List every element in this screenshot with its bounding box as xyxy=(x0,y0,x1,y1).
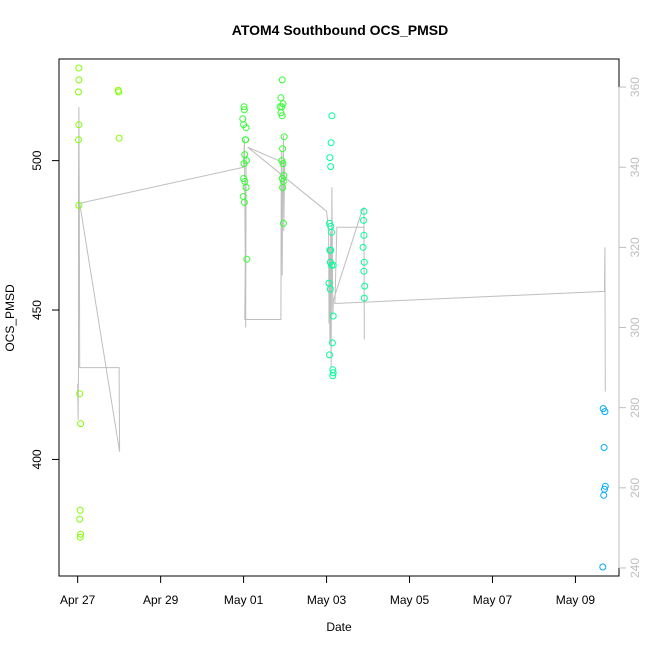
data-point xyxy=(242,124,250,132)
data-point xyxy=(326,154,334,162)
data-point xyxy=(327,139,335,147)
data-point xyxy=(76,506,84,514)
line-series xyxy=(77,107,606,452)
data-point xyxy=(361,282,369,290)
data-point xyxy=(600,444,608,451)
y2-tick-label: 300 xyxy=(628,317,642,337)
data-point xyxy=(327,246,335,254)
data-point xyxy=(77,530,85,538)
plot-frame xyxy=(58,58,620,577)
y2-tick-label: 320 xyxy=(628,237,642,257)
data-point xyxy=(76,515,84,523)
data-point xyxy=(329,312,337,320)
data-point xyxy=(75,201,83,209)
data-point xyxy=(115,88,123,96)
chart-title: ATOM4 Southbound OCS_PMSD xyxy=(232,22,448,38)
data-point xyxy=(243,255,251,263)
data-point xyxy=(75,76,83,84)
data-point xyxy=(326,351,333,359)
data-point xyxy=(279,184,287,191)
data-point xyxy=(360,231,368,239)
data-point xyxy=(75,121,83,129)
data-point xyxy=(599,563,607,571)
y-tick-label: 500 xyxy=(30,150,44,170)
y-axis-left: 400 450 500 xyxy=(30,150,60,469)
data-point xyxy=(601,408,609,416)
data-point xyxy=(277,94,285,102)
data-point xyxy=(360,294,368,302)
data-point xyxy=(280,133,288,141)
data-point xyxy=(239,115,247,123)
y2-tick-label: 340 xyxy=(628,157,642,177)
data-point xyxy=(328,339,336,347)
data-point xyxy=(359,243,367,251)
data-point xyxy=(240,106,248,114)
data-point xyxy=(279,160,287,168)
y2-tick-label: 280 xyxy=(628,397,642,417)
data-point xyxy=(75,64,83,72)
data-point xyxy=(329,369,337,377)
data-point xyxy=(76,390,84,398)
data-point xyxy=(360,258,368,266)
data-point xyxy=(77,420,85,428)
data-point xyxy=(328,228,335,236)
data-point xyxy=(240,198,248,206)
data-point xyxy=(360,267,368,275)
data-point xyxy=(242,136,250,144)
series-line xyxy=(77,107,606,452)
data-point xyxy=(75,88,82,96)
data-point xyxy=(240,160,248,168)
data-point xyxy=(279,145,287,153)
data-point xyxy=(240,103,248,111)
data-point xyxy=(601,482,609,490)
data-point xyxy=(360,207,368,215)
data-point xyxy=(115,134,123,142)
y-tick-label: 400 xyxy=(30,449,44,469)
x-tick-label: May 09 xyxy=(556,593,596,607)
data-point xyxy=(278,112,286,120)
data-point xyxy=(76,533,84,541)
data-point xyxy=(600,491,608,499)
x-axis-label: Date xyxy=(326,620,352,634)
y2-tick-label: 360 xyxy=(628,77,642,97)
data-point xyxy=(279,219,287,227)
x-tick-label: May 01 xyxy=(224,593,264,607)
y2-tick-label: 240 xyxy=(628,558,642,578)
x-tick-label: May 03 xyxy=(307,593,347,607)
data-point xyxy=(75,136,82,144)
y2-tick-label: 260 xyxy=(628,477,642,497)
x-tick-label: Apr 29 xyxy=(143,593,179,607)
x-tick-label: Apr 27 xyxy=(60,593,96,607)
data-point xyxy=(329,372,337,380)
data-point xyxy=(328,112,336,120)
x-tick-label: May 05 xyxy=(390,593,430,607)
y-axis-label: OCS_PMSD xyxy=(3,284,17,352)
data-point xyxy=(327,163,335,171)
data-point xyxy=(328,261,335,269)
x-axis: Apr 27 Apr 29 May 01 May 03 May 05 May 07 May … xyxy=(60,575,596,607)
data-point xyxy=(326,285,334,293)
data-point xyxy=(360,216,367,224)
y-tick-label: 450 xyxy=(30,300,44,320)
x-tick-label: May 07 xyxy=(473,593,513,607)
scatter-points xyxy=(75,64,609,571)
data-point xyxy=(278,76,286,84)
data-point xyxy=(242,184,250,191)
y-axis-right: 240 260 280 300 320 340 360 xyxy=(618,77,642,578)
